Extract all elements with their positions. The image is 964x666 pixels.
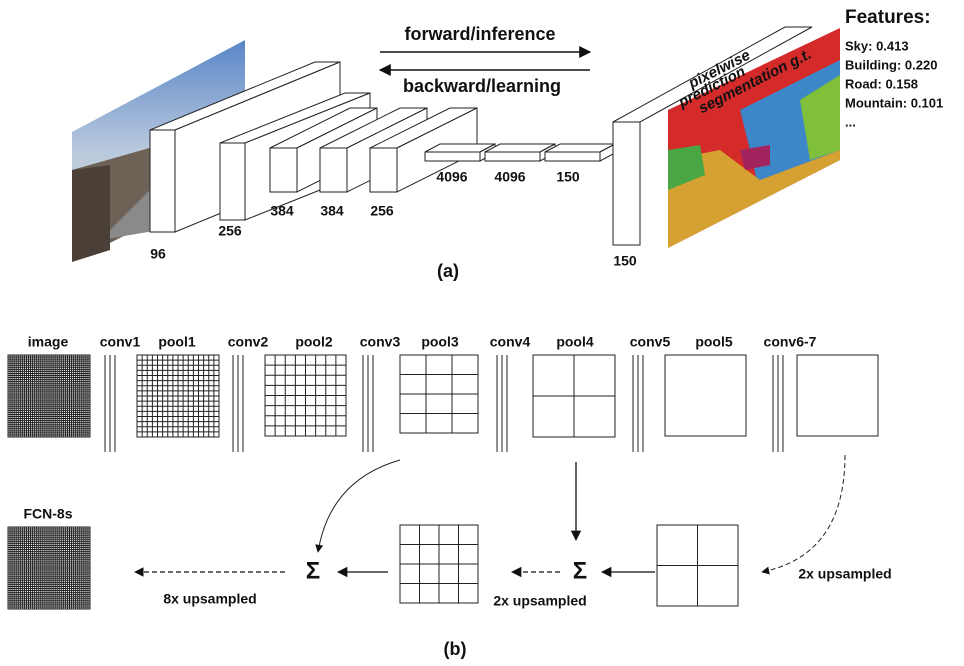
block-front: [545, 152, 600, 161]
layer-label: 256: [218, 223, 242, 239]
upsampled-map: [657, 525, 738, 606]
layer-name: conv3: [360, 334, 401, 350]
feature-item: Sky: 0.413: [845, 38, 909, 53]
forward-label: forward/inference: [404, 24, 555, 44]
feature-item: ...: [845, 114, 856, 129]
feature-item: Road: 0.158: [845, 76, 918, 91]
layer-name: pool1: [158, 334, 196, 350]
segmentation-image: [668, 28, 840, 248]
block-front: [220, 143, 245, 220]
upsample-arrow: [762, 455, 845, 572]
upsample-label: 8x upsampled: [163, 591, 256, 607]
map-border: [797, 355, 878, 436]
caption: (a): [437, 261, 459, 281]
block-front: [485, 152, 540, 161]
upsample-label: 2x upsampled: [798, 566, 891, 582]
pool-map: [533, 355, 615, 437]
layer-label: 384: [320, 203, 344, 219]
layer-label: 256: [370, 203, 394, 219]
caption: (b): [444, 639, 467, 659]
layer-label: 150: [613, 253, 637, 269]
pool-map: [400, 355, 478, 433]
output-map: [8, 527, 90, 609]
pool-map: [265, 355, 346, 436]
diagram: forward/inference backward/learning 96 25…: [0, 0, 964, 666]
layer-name: image: [28, 334, 69, 350]
block-front: [370, 148, 397, 192]
block-front: [613, 122, 640, 245]
layer-label: 384: [270, 203, 294, 219]
backward-label: backward/learning: [403, 76, 561, 96]
map-border: [665, 355, 746, 436]
block-front: [425, 152, 480, 161]
pool-map: [137, 355, 219, 437]
skip-arrow: [318, 460, 400, 552]
layer-name: pool2: [295, 334, 333, 350]
upsampled-map: [400, 525, 478, 603]
layer-name: pool4: [556, 334, 594, 350]
layer-name: conv4: [490, 334, 531, 350]
feature-item: Building: 0.220: [845, 57, 937, 72]
pool-map: [797, 355, 878, 436]
sum: Σ: [306, 557, 320, 584]
layer-name: pool3: [421, 334, 459, 350]
layer-label: 96: [150, 246, 166, 262]
feature-item: Mountain: 0.101: [845, 95, 943, 110]
layer-name: conv2: [228, 334, 269, 350]
layer-label: 4096: [436, 169, 467, 185]
layer-block: [545, 144, 615, 161]
features-title: Features:: [845, 7, 931, 28]
block-front: [320, 148, 347, 192]
layer-label: 150: [556, 169, 580, 185]
layer-name: conv5: [630, 334, 671, 350]
sum: Σ: [573, 557, 587, 584]
layer-name: pool5: [695, 334, 733, 350]
pool-map: [665, 355, 746, 436]
block-front: [270, 148, 297, 192]
upsample-label: 2x upsampled: [493, 593, 586, 609]
layer-name: conv6-7: [764, 334, 817, 350]
layer-name: conv1: [100, 334, 141, 350]
layer-label: 4096: [494, 169, 525, 185]
output-label: FCN-8s: [23, 506, 72, 522]
block-front: [150, 130, 175, 232]
image-map: [8, 355, 90, 437]
